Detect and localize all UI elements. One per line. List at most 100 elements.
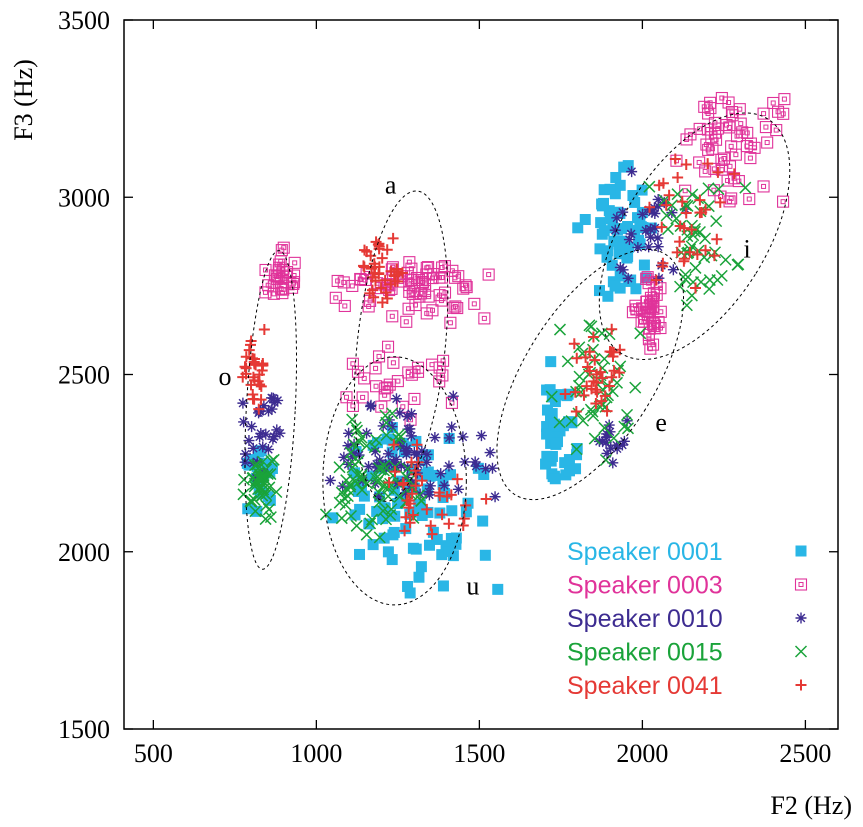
data-point (436, 509, 448, 521)
data-point (686, 188, 699, 201)
data-point (404, 517, 416, 529)
data-point (407, 509, 419, 521)
vowel-region-e (496, 248, 685, 501)
data-point (588, 432, 601, 445)
data-point (338, 299, 351, 313)
data-point (350, 519, 363, 532)
data-point (373, 531, 386, 544)
data-point (376, 252, 388, 264)
data-point (757, 107, 770, 120)
data-point (327, 512, 339, 524)
data-point (649, 208, 661, 220)
data-point (610, 171, 622, 183)
data-point (368, 291, 380, 303)
data-point (451, 473, 463, 485)
data-point (459, 456, 471, 468)
data-point (622, 221, 634, 233)
data-point (636, 184, 648, 196)
data-point (657, 257, 669, 269)
data-point (586, 383, 598, 395)
data-point (646, 294, 659, 307)
data-point (358, 244, 370, 256)
data-point (563, 416, 575, 428)
data-point (418, 277, 432, 290)
data-point (549, 473, 561, 485)
data-point (366, 271, 378, 283)
data-point (414, 499, 426, 511)
data-point (484, 447, 496, 459)
data-point (443, 460, 455, 472)
data-point (239, 456, 251, 468)
x-tick-label: 1000 (290, 739, 342, 768)
data-point (392, 498, 404, 510)
data-point (244, 339, 256, 351)
data-point (611, 443, 623, 455)
data-point (596, 395, 608, 407)
data-point (583, 319, 596, 332)
data-point (614, 270, 626, 282)
data-point (356, 391, 369, 404)
data-point (446, 505, 458, 517)
data-point (571, 449, 583, 461)
data-point (368, 441, 381, 454)
data-point (623, 234, 635, 246)
data-point (477, 515, 489, 527)
data-point (337, 480, 349, 492)
data-point (607, 432, 620, 445)
data-point (274, 427, 286, 439)
data-point (338, 451, 350, 463)
data-point (445, 532, 457, 544)
data-point (331, 274, 344, 287)
data-point (373, 491, 385, 503)
data-point (644, 342, 657, 355)
data-point (237, 488, 250, 501)
data-point (541, 421, 553, 433)
data-point (689, 261, 702, 274)
data-point (365, 400, 377, 412)
data-point (569, 386, 581, 398)
data-point (643, 241, 655, 253)
data-point (658, 197, 670, 209)
data-point (394, 407, 406, 419)
data-point (382, 448, 394, 460)
data-point (489, 491, 501, 503)
data-point (450, 538, 462, 550)
data-point (480, 463, 492, 475)
x-tick-label: 500 (134, 739, 173, 768)
data-point (338, 492, 351, 505)
data-point (253, 470, 266, 483)
data-point (663, 189, 675, 201)
data-point (355, 468, 369, 481)
data-point (460, 281, 473, 294)
data-point (443, 432, 455, 444)
data-point (759, 121, 772, 134)
data-point (572, 222, 584, 234)
y-tick-label: 3500 (58, 6, 110, 35)
data-point (262, 503, 276, 516)
data-point (248, 358, 260, 370)
data-point (568, 338, 580, 350)
data-point (606, 259, 618, 271)
data-point (614, 179, 626, 191)
data-point (693, 225, 706, 239)
data-point (343, 427, 355, 439)
data-point (576, 414, 590, 427)
legend-entry: Speaker 0015 (567, 639, 808, 667)
data-point (382, 546, 394, 558)
data-point (366, 513, 379, 526)
data-point (559, 457, 571, 469)
legend-entry: Speaker 0041 (567, 672, 807, 700)
data-point (590, 398, 602, 410)
data-point (383, 477, 395, 489)
data-point (434, 507, 446, 519)
data-point (563, 465, 575, 477)
data-point (433, 271, 446, 284)
data-point (404, 587, 416, 599)
data-point (344, 480, 357, 493)
data-point (610, 206, 622, 218)
data-point (392, 269, 404, 281)
data-point (593, 285, 605, 297)
series-4 (237, 180, 752, 544)
data-point (402, 461, 414, 473)
data-point (601, 405, 613, 417)
